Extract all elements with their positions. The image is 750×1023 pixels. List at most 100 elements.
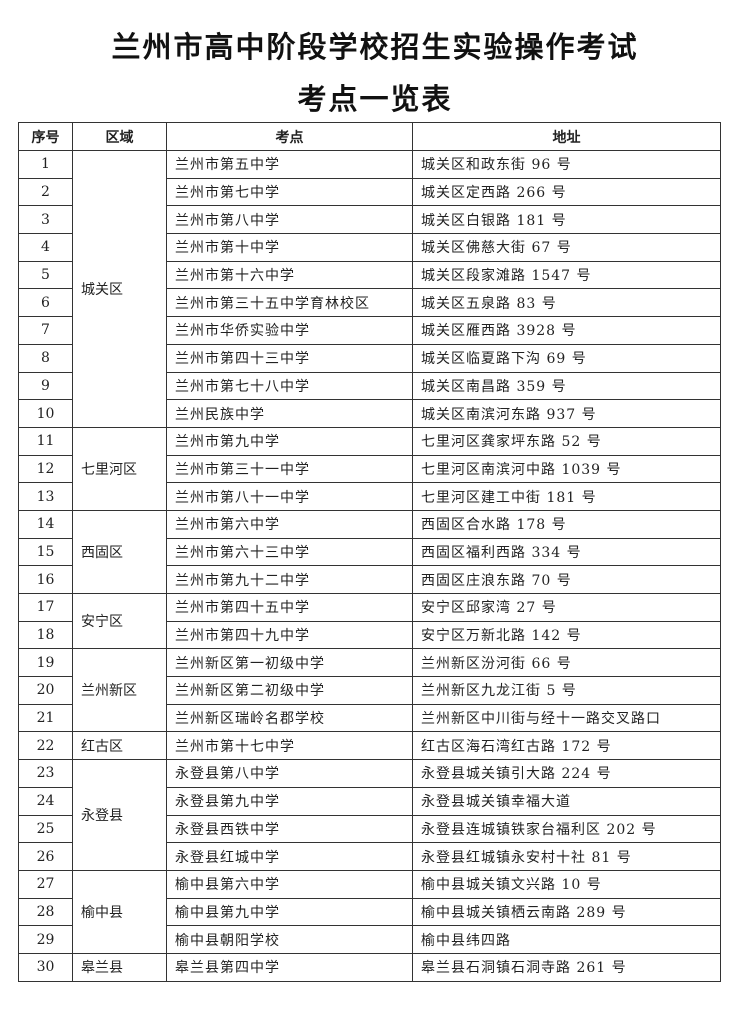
row-number: 29 [18, 925, 73, 954]
row-number: 3 [18, 205, 73, 235]
address-cell: 城关区白银路 181 号 [412, 205, 721, 235]
exam-site-cell: 永登县西铁中学 [166, 814, 413, 844]
address-cell: 西固区庄浪东路 70 号 [412, 565, 721, 594]
address-cell: 红古区海石湾红古路 172 号 [412, 731, 721, 761]
exam-site-cell: 兰州市第九十二中学 [166, 565, 413, 594]
exam-site-cell: 永登县第九中学 [166, 786, 413, 816]
address-cell: 城关区和政东街 96 号 [412, 150, 721, 179]
row-number: 6 [18, 288, 73, 318]
address-cell: 榆中县城关镇文兴路 10 号 [412, 869, 721, 899]
address-cell: 永登县城关镇幸福大道 [412, 786, 721, 816]
exam-site-cell: 皋兰县第四中学 [166, 952, 413, 982]
row-number: 10 [18, 399, 73, 428]
table-row: 30 皋兰县 皋兰县第四中学 皋兰县石洞镇石洞寺路 261 号 [18, 952, 721, 982]
address-cell: 七里河区建工中街 181 号 [412, 482, 721, 511]
exam-site-cell: 兰州市第六中学 [166, 509, 413, 539]
exam-site-cell: 兰州新区第一初级中学 [166, 648, 413, 678]
exam-site-cell: 兰州市第三十五中学育林校区 [166, 288, 413, 318]
exam-sites-table: 序号 区域 考点 地址 1 城关区 兰州市第五中学 城关区和政东街 96 号 2 兰州市第… [18, 122, 721, 982]
table-row: 14 西固区 兰州市第六中学 西固区合水路 178 号 [18, 509, 721, 595]
address-cell: 城关区南昌路 359 号 [412, 371, 721, 401]
address-cell: 七里河区龚家坪东路 52 号 [412, 426, 721, 456]
exam-site-cell: 兰州市第四十五中学 [166, 593, 413, 622]
exam-site-cell: 兰州市第七中学 [166, 177, 413, 207]
exam-site-cell: 兰州市第十中学 [166, 233, 413, 262]
exam-site-cell: 兰州市第五中学 [166, 150, 413, 179]
table-row: 24 永登县第九中学 永登县城关镇幸福大道 [18, 786, 721, 816]
header-region: 区域 [72, 122, 167, 151]
table-row: 17 安宁区 兰州市第四十五中学 安宁区邱家湾 27 号 [18, 592, 721, 650]
table-row: 26 永登县红城中学 永登县红城镇永安村十社 81 号 [18, 842, 721, 871]
table-row: 19 兰州新区 兰州新区第一初级中学 兰州新区汾河街 66 号 [18, 648, 721, 733]
table-row: 16 兰州市第九十二中学 西固区庄浪东路 70 号 [18, 565, 721, 594]
table-row: 15 兰州市第六十三中学 西固区福利西路 334 号 [18, 537, 721, 567]
table-row: 18 兰州市第四十九中学 安宁区万新北路 142 号 [18, 620, 721, 650]
exam-site-cell: 兰州市第九中学 [166, 426, 413, 456]
address-cell: 城关区南滨河东路 937 号 [412, 399, 721, 428]
document-subtitle: 考点一览表 [297, 82, 453, 116]
row-number: 7 [18, 316, 73, 345]
header-address: 地址 [412, 122, 721, 151]
exam-site-cell: 兰州市第四十三中学 [166, 343, 413, 373]
table-row: 6 兰州市第三十五中学育林校区 城关区五泉路 83 号 [18, 288, 721, 318]
exam-site-cell: 榆中县第九中学 [166, 897, 413, 927]
row-number: 9 [18, 371, 73, 401]
row-number: 4 [18, 233, 73, 262]
address-cell: 永登县连城镇铁家台福利区 202 号 [412, 814, 721, 844]
address-cell: 兰州新区九龙江街 5 号 [412, 676, 721, 705]
header-site: 考点 [166, 122, 413, 151]
row-number: 2 [18, 177, 73, 207]
table-body: 1 城关区 兰州市第五中学 城关区和政东街 96 号 2 兰州市第七中学 城关区定西路 26… [18, 150, 721, 982]
table-row: 28 榆中县第九中学 榆中县城关镇栖云南路 289 号 [18, 897, 721, 927]
region-cell: 永登县 [72, 759, 167, 871]
row-number: 25 [18, 814, 73, 844]
table-row: 10 兰州民族中学 城关区南滨河东路 937 号 [18, 399, 721, 428]
region-cell: 西固区 [72, 509, 167, 595]
row-number: 19 [18, 648, 73, 678]
row-number: 1 [18, 150, 73, 179]
address-cell: 兰州新区中川街与经十一路交叉路口 [412, 703, 721, 733]
exam-site-cell: 兰州市华侨实验中学 [166, 316, 413, 345]
address-cell: 永登县红城镇永安村十社 81 号 [412, 842, 721, 871]
address-cell: 兰州新区汾河街 66 号 [412, 648, 721, 678]
row-number: 17 [18, 593, 73, 622]
row-number: 12 [18, 454, 73, 484]
document-title: 兰州市高中阶段学校招生实验操作考试 [111, 30, 639, 64]
region-cell: 七里河区 [72, 426, 167, 511]
address-cell: 城关区佛慈大街 67 号 [412, 233, 721, 262]
row-number: 11 [18, 426, 73, 456]
row-number: 15 [18, 537, 73, 567]
row-number: 26 [18, 842, 73, 871]
region-cell: 安宁区 [72, 592, 167, 650]
header-number: 序号 [18, 122, 73, 151]
address-cell: 西固区福利西路 334 号 [412, 537, 721, 567]
row-number: 14 [18, 509, 73, 539]
address-cell: 城关区雁西路 3928 号 [412, 316, 721, 345]
address-cell: 城关区临夏路下沟 69 号 [412, 343, 721, 373]
row-number: 13 [18, 482, 73, 511]
address-cell: 西固区合水路 178 号 [412, 509, 721, 539]
row-number: 22 [18, 731, 73, 761]
exam-site-cell: 兰州市第八十一中学 [166, 482, 413, 511]
exam-site-cell: 永登县第八中学 [166, 759, 413, 788]
table-row: 2 兰州市第七中学 城关区定西路 266 号 [18, 177, 721, 207]
table-row: 5 兰州市第十六中学 城关区段家滩路 1547 号 [18, 260, 721, 290]
row-number: 18 [18, 620, 73, 650]
exam-site-cell: 兰州市第四十九中学 [166, 620, 413, 650]
table-row: 20 兰州新区第二初级中学 兰州新区九龙江街 5 号 [18, 676, 721, 705]
address-cell: 七里河区南滨河中路 1039 号 [412, 454, 721, 484]
address-cell: 城关区定西路 266 号 [412, 177, 721, 207]
exam-site-cell: 兰州市第八中学 [166, 205, 413, 235]
exam-site-cell: 兰州市第七十八中学 [166, 371, 413, 401]
region-cell: 兰州新区 [72, 648, 167, 733]
table-row: 9 兰州市第七十八中学 城关区南昌路 359 号 [18, 371, 721, 401]
address-cell: 皋兰县石洞镇石洞寺路 261 号 [412, 952, 721, 982]
row-number: 16 [18, 565, 73, 594]
table-header-row: 序号 区域 考点 地址 [18, 122, 721, 151]
address-cell: 城关区段家滩路 1547 号 [412, 260, 721, 290]
exam-site-cell: 兰州市第十七中学 [166, 731, 413, 761]
exam-site-cell: 榆中县第六中学 [166, 869, 413, 899]
row-number: 24 [18, 786, 73, 816]
row-number: 27 [18, 869, 73, 899]
exam-site-cell: 兰州民族中学 [166, 399, 413, 428]
